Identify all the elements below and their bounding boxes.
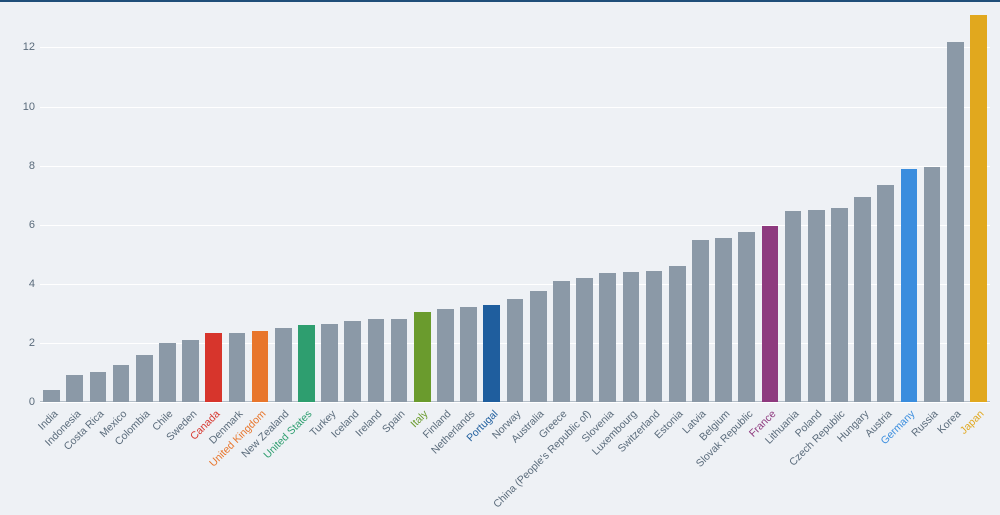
bar[interactable]: [762, 226, 779, 402]
bar[interactable]: [113, 365, 130, 402]
y-tick-label: 4: [10, 278, 35, 290]
bar[interactable]: [298, 325, 315, 402]
bar[interactable]: [90, 372, 107, 402]
bar[interactable]: [66, 375, 83, 402]
bar[interactable]: [877, 185, 894, 402]
bar[interactable]: [553, 281, 570, 402]
y-tick-label: 8: [10, 160, 35, 172]
y-tick-label: 2: [10, 337, 35, 349]
grid-line: [40, 402, 990, 403]
x-tick-label: Korea: [935, 408, 963, 436]
x-tick-label: Japan: [958, 408, 987, 437]
bar[interactable]: [321, 324, 338, 402]
bar[interactable]: [947, 42, 964, 402]
bar[interactable]: [159, 343, 176, 402]
y-tick-label: 6: [10, 219, 35, 231]
chart-frame: 024681012 IndiaIndonesiaCosta RicaMexico…: [0, 0, 1000, 515]
bar[interactable]: [808, 210, 825, 402]
plot-area: 024681012: [40, 12, 990, 402]
grid-line: [40, 166, 990, 167]
bar[interactable]: [599, 273, 616, 402]
bar[interactable]: [460, 307, 477, 402]
bar[interactable]: [136, 355, 153, 402]
bar[interactable]: [715, 238, 732, 402]
x-tick-label: Spain: [380, 408, 407, 435]
x-axis-labels: IndiaIndonesiaCosta RicaMexicoColombiaCh…: [40, 404, 990, 514]
bar[interactable]: [205, 333, 222, 402]
bar[interactable]: [831, 208, 848, 402]
grid-line: [40, 107, 990, 108]
bar[interactable]: [646, 271, 663, 402]
bar[interactable]: [344, 321, 361, 402]
bar[interactable]: [414, 312, 431, 402]
bar[interactable]: [483, 305, 500, 403]
bar[interactable]: [368, 319, 385, 402]
bar[interactable]: [785, 211, 802, 402]
bar[interactable]: [901, 169, 918, 402]
bar[interactable]: [391, 319, 408, 402]
bar[interactable]: [229, 333, 246, 402]
bar[interactable]: [738, 232, 755, 402]
bar[interactable]: [43, 390, 60, 402]
bar[interactable]: [669, 266, 686, 402]
bar[interactable]: [507, 299, 524, 402]
grid-line: [40, 47, 990, 48]
bar[interactable]: [854, 197, 871, 402]
bar[interactable]: [530, 291, 547, 402]
bar[interactable]: [924, 167, 941, 402]
bar[interactable]: [182, 340, 199, 402]
bar[interactable]: [692, 240, 709, 403]
bar[interactable]: [970, 15, 987, 402]
y-tick-label: 10: [10, 101, 35, 113]
bar[interactable]: [576, 278, 593, 402]
bar[interactable]: [275, 328, 292, 402]
bar[interactable]: [623, 272, 640, 402]
bar[interactable]: [252, 331, 269, 402]
bar[interactable]: [437, 309, 454, 402]
y-tick-label: 12: [10, 41, 35, 53]
y-tick-label: 0: [10, 396, 35, 408]
